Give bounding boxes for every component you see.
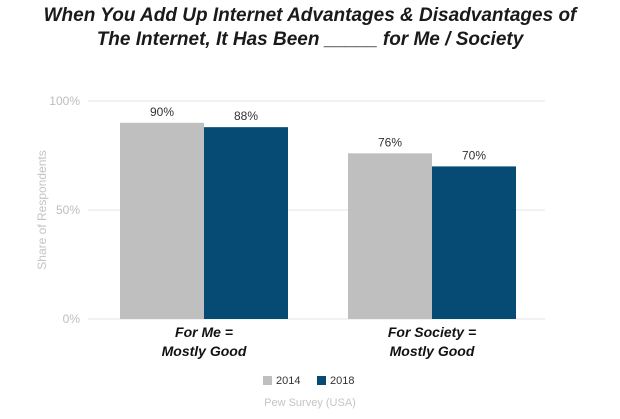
bar-2014-1	[120, 122, 204, 319]
category-label: For Society =	[388, 324, 476, 340]
y-tick-label: 50%	[56, 203, 80, 217]
legend-swatch-2018	[317, 376, 326, 385]
y-tick-label: 100%	[49, 94, 80, 108]
y-axis-label: Share of Respondents	[35, 150, 49, 269]
data-label: 76%	[378, 135, 402, 149]
chart-title-line2: The Internet, It Has Been _____ for Me /…	[96, 29, 524, 50]
legend-label: 2014	[276, 375, 300, 387]
category-label: For Me =	[175, 324, 233, 340]
legend-swatch-2014	[263, 376, 272, 385]
chart-title: When You Add Up Internet Advantages & Di…	[0, 4, 620, 52]
bar-2018-2	[432, 166, 516, 319]
bar-2018-1	[204, 127, 288, 319]
data-label: 70%	[462, 148, 486, 162]
legend-label: 2018	[330, 375, 354, 387]
y-tick-label: 0%	[63, 312, 81, 326]
chart-title-line1: When You Add Up Internet Advantages & Di…	[43, 5, 577, 26]
source-label: Pew Survey (USA)	[264, 397, 356, 409]
data-label: 88%	[234, 109, 258, 123]
category-label: Mostly Good	[390, 343, 475, 359]
bar-2014-2	[348, 153, 432, 319]
data-label: 90%	[150, 105, 174, 119]
category-label: Mostly Good	[162, 343, 247, 359]
